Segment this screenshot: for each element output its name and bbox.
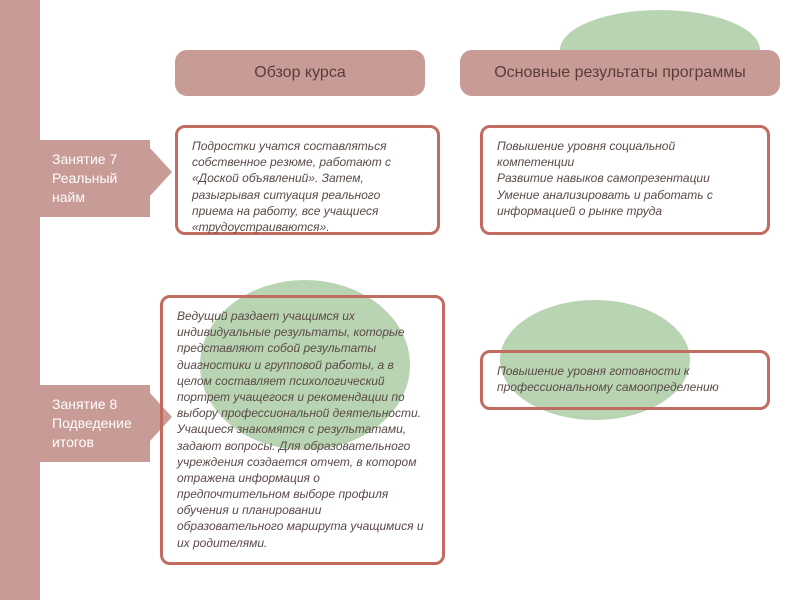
- lesson7-results-text: Повышение уровня социальной компетенции …: [497, 139, 713, 218]
- header-overview: Обзор курса: [175, 50, 425, 96]
- lesson8-results-box: Повышение уровня готовности к профессион…: [480, 350, 770, 410]
- lesson7-results-box: Повышение уровня социальной компетенции …: [480, 125, 770, 235]
- lesson7-arrow-icon: [150, 148, 172, 196]
- header-results: Основные результаты программы: [460, 50, 780, 96]
- lesson7-overview-text: Подростки учатся составляться собственно…: [192, 139, 391, 234]
- header-results-text: Основные результаты программы: [494, 64, 746, 82]
- header-overview-text: Обзор курса: [254, 64, 345, 82]
- lesson8-label: Занятие 8 Подведение итогов: [40, 385, 150, 462]
- lesson8-results-text: Повышение уровня готовности к профессион…: [497, 364, 719, 394]
- lesson8-label-text: Занятие 8 Подведение итогов: [52, 396, 132, 450]
- lesson7-label: Занятие 7 Реальный найм: [40, 140, 150, 217]
- lesson7-overview-box: Подростки учатся составляться собственно…: [175, 125, 440, 235]
- lesson7-label-text: Занятие 7 Реальный найм: [52, 151, 117, 205]
- lesson8-overview-text: Ведущий раздает учащимся их индивидуальн…: [177, 309, 424, 550]
- lesson8-overview-box: Ведущий раздает учащимся их индивидуальн…: [160, 295, 445, 565]
- left-vertical-bar: [0, 0, 40, 600]
